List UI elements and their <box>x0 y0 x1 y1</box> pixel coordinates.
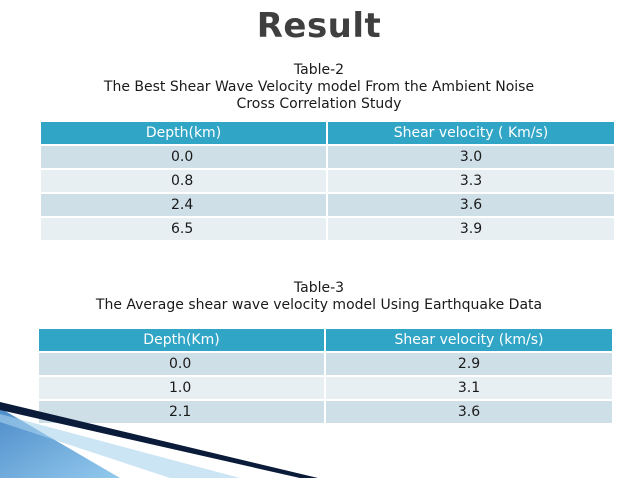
table-row: 2.1 3.6 <box>39 401 612 423</box>
corner-light-swoosh <box>0 414 240 478</box>
table2-header-depth: Depth(km) <box>41 122 326 144</box>
depth-cell: 0.0 <box>41 146 326 168</box>
table-row: 6.5 3.9 <box>41 218 614 240</box>
velocity-cell: 3.9 <box>328 218 614 240</box>
velocity-cell: 3.6 <box>328 194 614 216</box>
table2-caption-line2: Cross Correlation Study <box>236 96 402 112</box>
slide-title: Result <box>256 6 382 46</box>
table3-header-row: Depth(Km) Shear velocity (km/s) <box>39 329 612 351</box>
table-row: 0.0 2.9 <box>39 353 612 375</box>
depth-cell: 6.5 <box>41 218 326 240</box>
corner-dark-stripe <box>0 402 318 478</box>
table2-caption: Table-2 The Best Shear Wave Velocity mod… <box>0 62 638 113</box>
depth-cell: 0.0 <box>39 353 324 375</box>
velocity-cell: 3.1 <box>326 377 612 399</box>
table2-header-row: Depth(km) Shear velocity ( Km/s) <box>41 122 614 144</box>
table3-header-velocity: Shear velocity (km/s) <box>326 329 612 351</box>
table2: Depth(km) Shear velocity ( Km/s) 0.0 3.0… <box>39 120 616 242</box>
velocity-cell: 2.9 <box>326 353 612 375</box>
depth-cell: 1.0 <box>39 377 324 399</box>
velocity-cell: 3.3 <box>328 170 614 192</box>
velocity-cell: 3.0 <box>328 146 614 168</box>
table2-caption-line1: The Best Shear Wave Velocity model From … <box>103 79 535 95</box>
table3-header-depth: Depth(Km) <box>39 329 324 351</box>
table3: Depth(Km) Shear velocity (km/s) 0.0 2.9 … <box>37 327 614 425</box>
corner-decoration <box>0 402 318 478</box>
table2-header-velocity: Shear velocity ( Km/s) <box>328 122 614 144</box>
table-row: 0.8 3.3 <box>41 170 614 192</box>
depth-cell: 0.8 <box>41 170 326 192</box>
table2-label: Table-2 <box>293 62 345 78</box>
table3-caption: Table-3 The Average shear wave velocity … <box>0 280 638 314</box>
table-row: 1.0 3.1 <box>39 377 612 399</box>
velocity-cell: 3.6 <box>326 401 612 423</box>
depth-cell: 2.4 <box>41 194 326 216</box>
table3-caption-line1: The Average shear wave velocity model Us… <box>95 297 543 313</box>
table3-label: Table-3 <box>293 280 345 296</box>
table-row: 2.4 3.6 <box>41 194 614 216</box>
depth-cell: 2.1 <box>39 401 324 423</box>
table-row: 0.0 3.0 <box>41 146 614 168</box>
